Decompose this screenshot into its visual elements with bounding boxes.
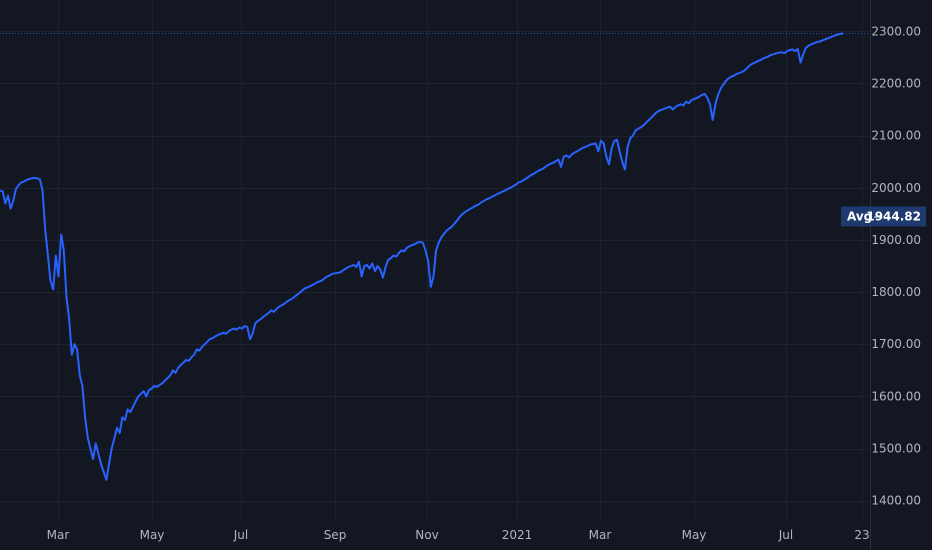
- avg-value: 1944.82: [866, 210, 921, 224]
- x-tick-label: Mar: [47, 528, 70, 542]
- x-tick-label: May: [140, 528, 165, 542]
- x-tick-label: Jul: [778, 528, 793, 542]
- x-tick-label: Sep: [324, 528, 347, 542]
- y-tick-label: 1400.00: [871, 494, 921, 508]
- x-tick-label: 2021: [502, 528, 533, 542]
- x-tick-label: Jul: [233, 528, 248, 542]
- y-tick-label: 1700.00: [871, 337, 921, 351]
- x-tick-label: May: [682, 528, 707, 542]
- x-tick-label: 23: [854, 528, 869, 542]
- x-axis[interactable]: Mar May Jul Sep Nov 2021 Mar May Jul 23: [47, 528, 870, 542]
- x-tick-label: Mar: [589, 528, 612, 542]
- y-tick-label: 2000.00: [871, 181, 921, 195]
- y-tick-label: 1900.00: [871, 233, 921, 247]
- y-tick-label: 1500.00: [871, 442, 921, 456]
- series-layer: [0, 32, 844, 481]
- avg-label: Avg: [847, 210, 872, 224]
- y-tick-label: 1600.00: [871, 389, 921, 403]
- x-tick-label: Nov: [415, 528, 438, 542]
- y-tick-label: 2200.00: [871, 76, 921, 90]
- y-tick-label: 2300.00: [871, 24, 921, 38]
- grid: [0, 0, 870, 520]
- series-line: [0, 32, 844, 481]
- avg-badge-background: [841, 206, 926, 227]
- y-tick-label: 1800.00: [871, 285, 921, 299]
- y-axis[interactable]: 2300.00 2200.00 2100.00 2000.00 1900.00 1800.…: [871, 24, 921, 507]
- avg-badge: Avg 1944.82: [841, 206, 926, 227]
- y-tick-label: 2100.00: [871, 129, 921, 143]
